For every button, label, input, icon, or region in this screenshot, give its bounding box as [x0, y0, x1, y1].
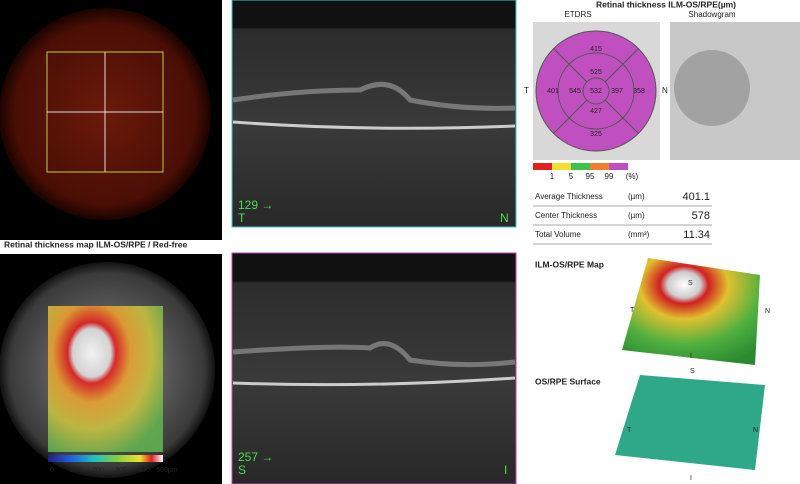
row-unit: (mm³): [628, 230, 650, 239]
percentile-tick: 99: [605, 172, 614, 181]
legend-swatch: [590, 163, 609, 170]
legend-swatch: [533, 163, 552, 170]
percentile-legend: 1 5 95 99 (%): [550, 172, 639, 181]
row-label: Center Thickness: [535, 211, 597, 220]
scale-label: 300: [115, 467, 127, 474]
rpe-layer: [232, 120, 516, 130]
etdrs-inner: [557, 52, 635, 130]
scale-label: 100: [69, 467, 81, 474]
rpe-layer: [232, 376, 516, 387]
surface-title: OS/RPE Surface: [535, 376, 601, 386]
scale-label: 200: [92, 467, 104, 474]
row-value: 11.34: [683, 229, 710, 241]
thickness-table: Average Thickness (µm) 401.1 Center Thickne…: [533, 191, 712, 245]
etdrs-value: 427: [590, 108, 602, 115]
row-value: 578: [692, 210, 710, 222]
scale-label: 400: [138, 467, 150, 474]
orientation-label: S: [688, 280, 693, 287]
oct-scan: [231, 252, 517, 484]
etdrs-side: N: [662, 86, 668, 95]
scale-label: 500µm: [156, 467, 178, 474]
orientation-label: T: [627, 427, 632, 434]
orientation-label: N: [765, 308, 770, 315]
percentile-unit: (%): [626, 172, 639, 181]
retina-layer: [232, 81, 516, 111]
scan-side: N: [500, 211, 509, 225]
surface-image: [615, 375, 765, 470]
oct-scan: [231, 0, 517, 228]
percentile-tick: 95: [586, 172, 595, 181]
scale-labels: 0 100 200 300 400 500µm: [50, 467, 178, 474]
legend-swatch: [609, 163, 628, 170]
row-label: Total Volume: [535, 230, 581, 239]
percentile-tick: 1: [550, 172, 555, 181]
row-unit: (µm): [628, 192, 645, 201]
orientation-label: N: [753, 427, 758, 434]
etdrs-value: 545: [569, 88, 581, 95]
legend-swatch: [571, 163, 590, 170]
etdrs-divider: [553, 99, 588, 134]
row-label: Average Thickness: [535, 192, 603, 201]
orientation-label: I: [690, 353, 692, 360]
etdrs-value: 525: [590, 69, 602, 76]
row-unit: (µm): [628, 211, 645, 220]
etdrs-divider: [604, 99, 639, 134]
etdrs-side: T: [524, 86, 529, 95]
thickness-heatmap: [48, 306, 163, 452]
orientation-label: S: [690, 368, 695, 375]
etdrs-value: 397: [611, 88, 623, 95]
etdrs-value: 401: [547, 88, 559, 95]
percentile-tick: 5: [569, 172, 574, 181]
etdrs-value: 325: [590, 131, 602, 138]
orientation: S T N I: [627, 368, 758, 482]
scale-label: 0: [50, 467, 54, 474]
scan-index: 129 →: [238, 198, 273, 212]
scan-side: I: [504, 463, 507, 477]
etdrs-divider: [553, 48, 588, 83]
map3d-title: ILM-OS/RPE Map: [535, 259, 604, 269]
etdrs-value: 532: [590, 88, 602, 95]
map-title: Retinal thickness map ILM-OS/RPE / Red-f…: [4, 239, 188, 249]
orientation: S T N I: [630, 280, 770, 360]
report-title: Retinal thickness ILM-OS/RPE(µm): [596, 0, 736, 9]
orientation-label: I: [690, 475, 692, 482]
color-scale: [48, 455, 163, 462]
etdrs-center: [582, 77, 610, 105]
etdrs-label: ETDRS: [564, 10, 591, 19]
scan-index: 257 →: [238, 450, 273, 464]
retina-layer: [232, 341, 516, 368]
etdrs-value: 358: [633, 88, 645, 95]
map3d-image: [622, 258, 760, 365]
row-value: 401.1: [682, 191, 710, 203]
orientation-label: T: [630, 307, 635, 314]
scan-side: T: [238, 211, 246, 225]
scan-side: S: [238, 463, 246, 477]
etdrs-divider: [604, 48, 639, 83]
etdrs-value: 415: [590, 46, 602, 53]
shadowgram-label: Shadowgram: [688, 10, 735, 19]
shadowgram-lesion: [674, 50, 750, 126]
legend-swatch: [552, 163, 571, 170]
